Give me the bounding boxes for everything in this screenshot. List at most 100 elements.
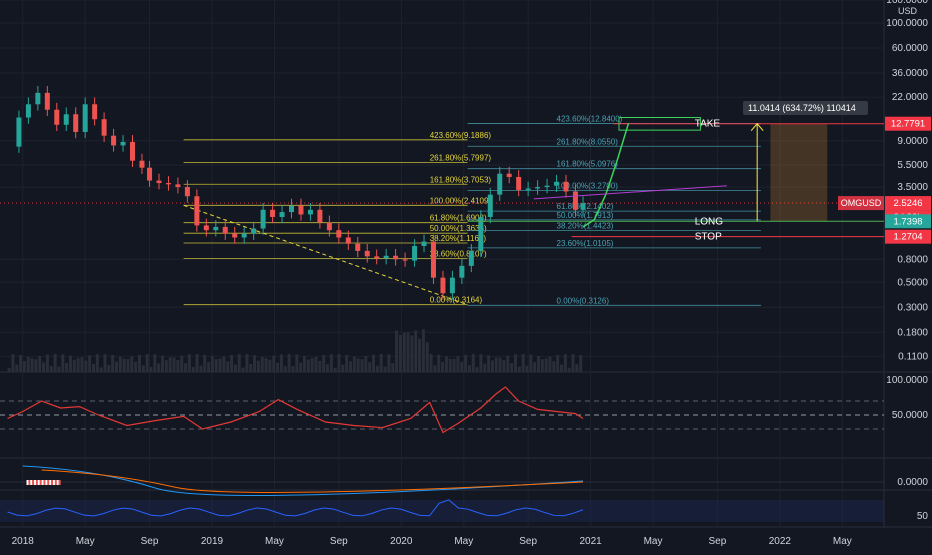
volume-bar xyxy=(433,365,437,372)
candle-body xyxy=(440,277,446,294)
candle-body xyxy=(516,177,522,190)
candle-body xyxy=(355,243,361,251)
volume-bar xyxy=(318,360,322,372)
volume-bar xyxy=(571,354,575,372)
volume-bar xyxy=(325,364,329,372)
y-tick-label: 0.8000 xyxy=(897,254,928,265)
take-label: TAKE xyxy=(695,119,721,130)
y-tick-label: 60.0000 xyxy=(892,43,929,54)
candle-body xyxy=(430,241,436,278)
volume-bar xyxy=(575,364,579,372)
volume-bar xyxy=(145,354,149,372)
stop-label: STOP xyxy=(695,232,722,243)
volume-bar xyxy=(379,354,383,372)
candle-body xyxy=(120,141,126,146)
macd-histogram-bar xyxy=(47,480,50,485)
macd-histogram-bar xyxy=(43,480,46,485)
volume-bar xyxy=(126,358,130,372)
candle-body xyxy=(35,92,41,105)
volume-bar xyxy=(314,356,318,372)
fib-level-label: 261.80%(5.7997) xyxy=(430,153,492,162)
volume-bar xyxy=(521,354,525,372)
candle-body xyxy=(544,185,550,188)
volume-bar xyxy=(429,354,433,372)
volume-bar xyxy=(356,358,360,372)
volume-bar xyxy=(329,354,333,372)
x-tick-label: May xyxy=(265,536,284,547)
volume-bar xyxy=(15,364,19,372)
fib-level-label: 38.20%(1.1165) xyxy=(430,234,487,243)
volume-bar xyxy=(180,355,184,372)
volume-bar xyxy=(579,355,583,372)
macd-histogram-bar xyxy=(58,480,61,485)
volume-bar xyxy=(368,362,372,372)
volume-bar xyxy=(383,366,387,372)
fib-level-label: 261.80%(8.0550) xyxy=(557,137,619,146)
volume-bar xyxy=(513,354,517,372)
candle-body xyxy=(279,212,285,217)
macd-histogram-bar xyxy=(34,480,37,485)
volume-bar xyxy=(487,355,491,372)
rsi-axis-label: 50.0000 xyxy=(892,410,929,421)
macd-histogram-bar xyxy=(54,480,57,485)
y-tick-label: 9.0000 xyxy=(897,136,928,147)
resistance-trendline xyxy=(533,185,727,200)
volume-bar xyxy=(552,361,556,372)
candle-body xyxy=(506,173,512,178)
volume-bar xyxy=(199,365,203,372)
volume-bar xyxy=(268,359,272,372)
take-price-tag: 12.7791 xyxy=(891,119,925,130)
candle-body xyxy=(44,92,50,110)
volume-bar xyxy=(337,354,341,372)
candle-body xyxy=(194,196,200,226)
volume-bar xyxy=(322,355,326,372)
candle-body xyxy=(101,119,107,136)
volume-bar xyxy=(65,362,69,372)
volume-bar xyxy=(375,365,379,372)
indicator-line xyxy=(7,499,584,517)
volume-bar xyxy=(410,335,414,372)
volume-bar xyxy=(7,368,11,372)
x-tick-label: 2021 xyxy=(579,536,602,547)
volume-bar xyxy=(38,355,42,372)
volume-bar xyxy=(72,359,76,372)
y-tick-label: 160.0000 xyxy=(886,0,928,6)
volume-bar xyxy=(533,362,537,372)
fib-level-label: 0.00%(0.3126) xyxy=(557,296,610,305)
volume-bar xyxy=(349,361,353,372)
candle-body xyxy=(213,226,219,231)
volume-bar xyxy=(360,359,364,372)
volume-bar xyxy=(30,358,34,372)
candle-body xyxy=(165,183,171,185)
volume-bar xyxy=(45,354,49,372)
candle-body xyxy=(554,181,560,186)
volume-bar xyxy=(76,357,80,372)
volume-bar xyxy=(230,354,234,372)
volume-bar xyxy=(299,362,303,372)
candle-body xyxy=(421,241,427,246)
volume-bar xyxy=(95,354,99,372)
volume-bar xyxy=(134,361,138,372)
candle-body xyxy=(497,173,503,195)
volume-bar xyxy=(99,367,103,372)
volume-bar xyxy=(172,357,176,372)
x-tick-label: Sep xyxy=(519,536,537,547)
volume-bar xyxy=(302,355,306,372)
candle-body xyxy=(222,226,228,234)
fib-level-label: 100.00%(3.2700) xyxy=(557,181,619,190)
volume-bar xyxy=(84,360,88,372)
candle-body xyxy=(251,228,257,234)
volume-bar xyxy=(222,356,226,372)
fib-level-label: 161.80%(5.0976) xyxy=(557,160,619,169)
volume-bar xyxy=(138,354,142,372)
volume-bar xyxy=(61,354,65,372)
macd-histogram-bar xyxy=(35,480,38,485)
volume-bar xyxy=(364,356,368,372)
fib-level-label: 50.00%(1.3636) xyxy=(430,224,487,233)
x-tick-label: Sep xyxy=(141,536,159,547)
stop-price-tag-bg xyxy=(885,229,931,244)
symbol-tag-bg xyxy=(838,196,884,211)
volume-bar xyxy=(279,354,283,372)
